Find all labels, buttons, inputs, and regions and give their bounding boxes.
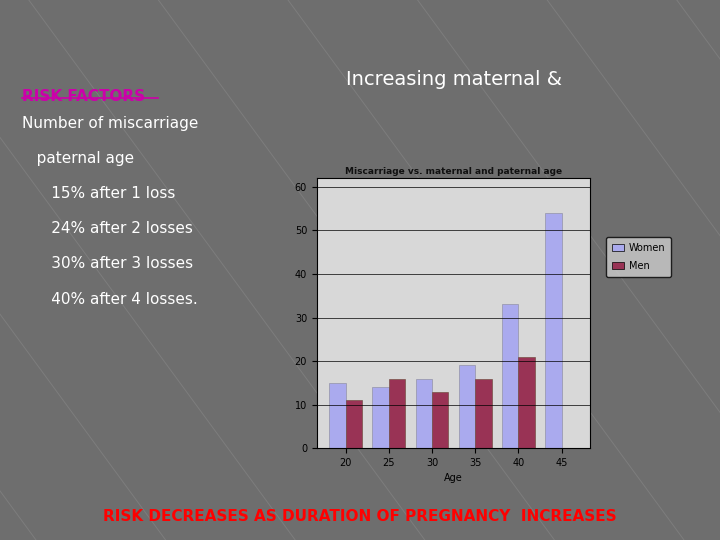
Bar	[372, 387, 389, 448]
Bar	[545, 213, 562, 448]
Text: 15% after 1 loss: 15% after 1 loss	[22, 186, 175, 201]
Text: Number of miscarriage: Number of miscarriage	[22, 116, 198, 131]
Text: 40% after 4 losses.: 40% after 4 losses.	[22, 292, 197, 307]
Title: Miscarriage vs. maternal and paternal age: Miscarriage vs. maternal and paternal ag…	[345, 167, 562, 176]
Bar	[502, 305, 518, 448]
Bar	[415, 379, 432, 448]
Bar	[346, 400, 362, 448]
Text: Increasing maternal &: Increasing maternal &	[346, 70, 562, 89]
Text: RISK DECREASES AS DURATION OF PREGNANCY  INCREASES: RISK DECREASES AS DURATION OF PREGNANCY …	[103, 509, 617, 524]
Text: RISK FACTORS: RISK FACTORS	[22, 89, 145, 104]
Bar	[459, 366, 475, 448]
Text: 24% after 2 losses: 24% after 2 losses	[22, 221, 192, 237]
Text: 30% after 3 losses: 30% after 3 losses	[22, 256, 193, 272]
Bar	[389, 379, 405, 448]
Bar	[329, 383, 346, 448]
Bar	[432, 392, 449, 448]
X-axis label: Age: Age	[444, 474, 463, 483]
Bar	[518, 357, 535, 448]
Bar	[475, 379, 492, 448]
Text: paternal age: paternal age	[22, 151, 134, 166]
Legend: Women, Men: Women, Men	[606, 237, 671, 276]
